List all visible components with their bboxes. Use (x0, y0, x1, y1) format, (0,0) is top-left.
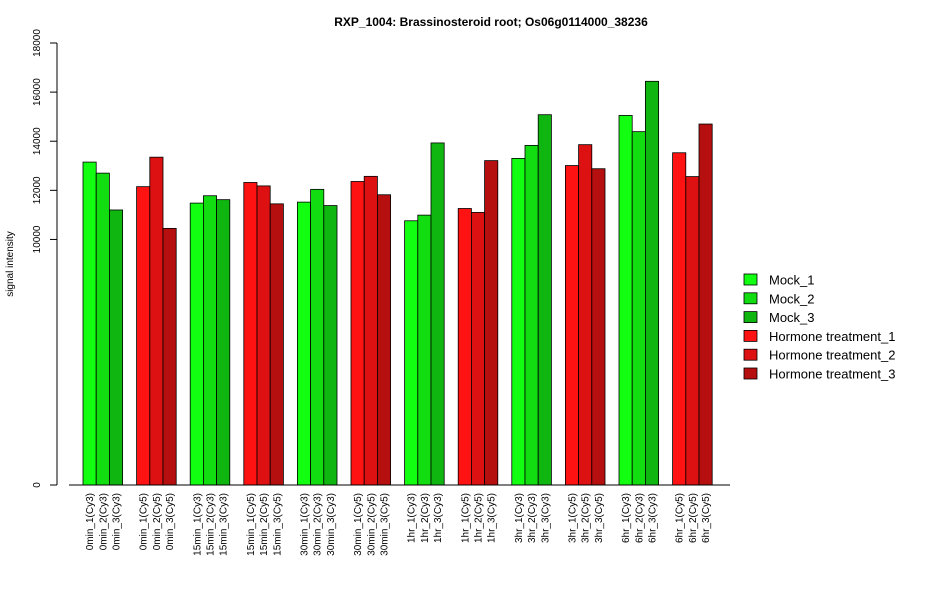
x-tick-label: 1hr_2(Cy5) (474, 493, 485, 543)
x-tick-label: 0min_1(Cy3) (85, 493, 96, 550)
x-tick-label: 1hr_1(Cy3) (407, 493, 418, 543)
bar (417, 214, 432, 486)
y-axis: 0 10000 12000 14000 16000 18000 (32, 29, 58, 488)
bar (256, 185, 271, 486)
bar (484, 160, 499, 486)
legend-swatch (743, 273, 758, 286)
x-tick-label: 6hr_1(Cy3) (621, 493, 632, 543)
bar (82, 161, 97, 486)
bar (216, 199, 231, 486)
bar (457, 208, 472, 486)
bar (430, 142, 445, 486)
x-tick-label: 3hr_3(Cy3) (540, 493, 551, 543)
bar (149, 156, 164, 486)
bar (109, 209, 124, 486)
bar (323, 205, 338, 486)
bar (404, 220, 419, 486)
bar (698, 123, 713, 486)
x-tick-label: 0min_2(Cy3) (98, 493, 109, 550)
bar (376, 194, 391, 486)
x-tick-label: 15min_1(Cy5) (246, 493, 257, 556)
bar (350, 181, 365, 486)
x-tick-label: 15min_1(Cy3) (192, 493, 203, 556)
chart-title: RXP_1004: Brassinosteroid root; Os06g011… (334, 15, 648, 29)
y-axis-label: signal intensity (5, 231, 16, 297)
bar (524, 144, 539, 486)
x-tick-label: 6hr_3(Cy3) (648, 493, 659, 543)
x-tick-label: 1hr_1(Cy5) (460, 493, 471, 543)
x-tick-label: 30min_3(Cy3) (326, 493, 337, 556)
legend-swatch (743, 292, 758, 305)
bar (685, 176, 700, 486)
x-tick-label: 3hr_1(Cy5) (568, 493, 579, 543)
y-tick-label: 12000 (32, 176, 43, 204)
x-tick-label: 30min_3(Cy5) (380, 493, 391, 556)
x-tick-labels: 0min_1(Cy3) 0min_2(Cy3) 0min_3(Cy3) 0min_1(… (85, 493, 712, 556)
legend-swatch (743, 311, 758, 324)
bar (631, 131, 646, 486)
legend-label: Mock_2 (769, 291, 815, 306)
x-tick-label: 30min_1(Cy5) (353, 493, 364, 556)
x-tick-label: 15min_2(Cy5) (259, 493, 270, 556)
bar (310, 188, 325, 486)
x-tick-label: 30min_2(Cy3) (313, 493, 324, 556)
bar (202, 195, 217, 486)
bar (95, 172, 110, 486)
legend-swatch (743, 329, 758, 342)
x-tick-label: 15min_2(Cy3) (206, 493, 217, 556)
x-tick-label: 6hr_2(Cy5) (688, 493, 699, 543)
legend-swatch (743, 348, 758, 361)
x-tick-label: 3hr_2(Cy5) (581, 493, 592, 543)
legend-label: Mock_1 (769, 273, 815, 288)
x-tick-label: 15min_3(Cy5) (272, 493, 283, 556)
x-tick-label: 6hr_1(Cy5) (675, 493, 686, 543)
legend-label: Mock_3 (769, 310, 815, 325)
x-tick-label: 30min_1(Cy3) (300, 493, 311, 556)
y-tick-label: 18000 (32, 29, 43, 57)
bar (269, 203, 284, 486)
x-tick-label: 6hr_3(Cy5) (701, 493, 712, 543)
legend-label: Hormone treatment_2 (769, 348, 895, 363)
legend-swatch (743, 367, 758, 380)
bar (243, 182, 258, 486)
bar (537, 114, 552, 486)
bar (189, 202, 204, 486)
x-tick-label: 0min_3(Cy5) (165, 493, 176, 550)
bar (672, 152, 687, 486)
bar (645, 80, 660, 486)
bar (162, 227, 177, 486)
legend: Mock_1 Mock_2 Mock_3 Hormone treatment_1 Hor… (743, 273, 895, 382)
x-tick-label: 0min_2(Cy5) (152, 493, 163, 550)
bar (363, 175, 378, 486)
bar (565, 165, 580, 486)
y-tick-label: 0 (32, 482, 43, 488)
y-tick-label: 16000 (32, 78, 43, 106)
bar (591, 168, 606, 486)
bars-layer (82, 80, 713, 486)
x-tick-label: 3hr_2(Cy3) (527, 493, 538, 543)
legend-label: Hormone treatment_1 (769, 329, 895, 344)
x-tick-label: 0min_1(Cy5) (139, 493, 150, 550)
x-tick-label: 1hr_3(Cy5) (487, 493, 498, 543)
x-tick-label: 1hr_2(Cy3) (420, 493, 431, 543)
y-tick-label: 10000 (32, 225, 43, 253)
x-tick-label: 30min_2(Cy5) (366, 493, 377, 556)
bar (470, 212, 485, 486)
bar (511, 158, 526, 486)
x-tick-label: 6hr_2(Cy3) (634, 493, 645, 543)
x-tick-label: 1hr_3(Cy3) (433, 493, 444, 543)
y-tick-label: 14000 (32, 127, 43, 155)
bar (618, 115, 633, 486)
x-tick-label: 0min_3(Cy3) (112, 493, 123, 550)
x-tick-label: 15min_3(Cy3) (219, 493, 230, 556)
bar (578, 144, 593, 486)
bar (296, 201, 311, 486)
bar (136, 186, 151, 486)
x-tick-label: 3hr_3(Cy5) (594, 493, 605, 543)
legend-label: Hormone treatment_3 (769, 367, 895, 382)
x-tick-label: 3hr_1(Cy3) (514, 493, 525, 543)
